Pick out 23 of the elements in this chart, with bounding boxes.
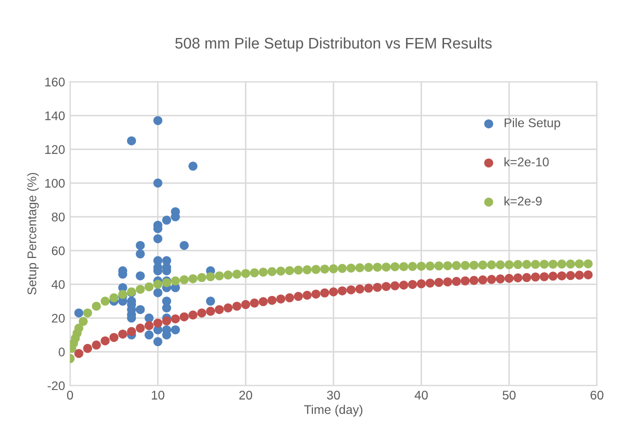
x-tick-label: 0: [67, 390, 74, 400]
x-tick-label: 30: [327, 390, 340, 400]
x-axis-title: Time (day): [304, 404, 362, 416]
y-tick-label: -20: [48, 381, 65, 390]
y-tick-label: 20: [52, 314, 65, 323]
x-tick-label: 10: [152, 390, 164, 400]
y-tick-label: 0: [58, 348, 65, 356]
x-tick-label: 60: [590, 390, 604, 400]
chart-title: 508 mm Pile Setup Distributon vs FEM Results: [175, 37, 492, 52]
y-tick-label: 140: [45, 111, 65, 120]
x-tick-label: 50: [502, 390, 516, 400]
legend-label: k=2e-10: [504, 157, 549, 166]
y-tick-label: 120: [45, 145, 65, 154]
x-tick-label: 40: [414, 390, 428, 400]
legend-label: k=2e-9: [504, 196, 542, 206]
y-tick-label: 160: [45, 78, 65, 86]
x-tick-label: 20: [239, 390, 252, 400]
y-axis-title: Setup Percentage (%): [27, 172, 39, 295]
y-tick-label: 80: [52, 212, 65, 222]
y-tick-label: 60: [52, 246, 65, 256]
legend-label: Pile Setup: [504, 118, 560, 130]
y-tick-label: 40: [52, 280, 65, 289]
y-tick-label: 100: [45, 178, 65, 188]
